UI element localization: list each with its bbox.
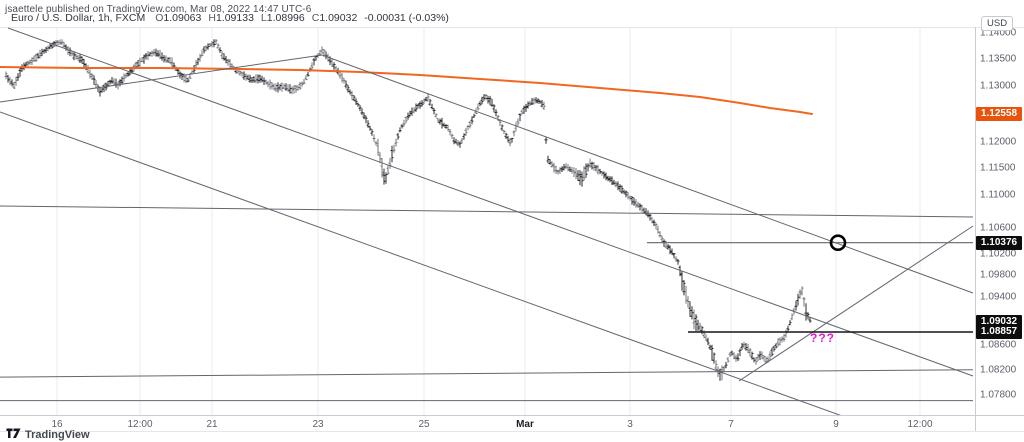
price-tick-label: 1.13000: [980, 80, 1017, 92]
currency-badge: USD: [981, 16, 1014, 31]
time-tick-label: 21: [206, 419, 218, 430]
price-tick-label: 1.14000: [980, 27, 1017, 39]
trend-lines[interactable]: [0, 27, 974, 417]
legend-value: L1.08996: [260, 12, 305, 24]
apex-descending-line[interactable]: [321, 54, 974, 294]
price-bars-faded: [4, 39, 806, 381]
legend-value: O1.09063: [155, 12, 202, 24]
price-tick-label: 1.10600: [980, 222, 1017, 234]
rising-line-into-apex[interactable]: [0, 54, 323, 103]
symbol-title[interactable]: Euro / U.S. Dollar, 1h, FXCM: [11, 12, 146, 24]
tradingview-footer[interactable]: TradingView: [6, 428, 90, 441]
time-tick-label: 9: [833, 419, 839, 430]
price-tick-label: 1.11000: [980, 189, 1016, 201]
price-bars: [6, 39, 812, 381]
price-tick-label: 1.08600: [980, 339, 1017, 351]
price-axis-border: [975, 27, 976, 431]
time-tick-label: 16: [51, 419, 63, 430]
vertical-gridlines: [56, 27, 921, 415]
time-tick-label: 3: [627, 419, 633, 430]
ascending-support-line[interactable]: [738, 225, 974, 382]
symbol-legend[interactable]: Euro / U.S. Dollar, 1h, FXCM O1.09063 H1.0…: [11, 12, 456, 24]
time-tick-label: 7: [728, 419, 734, 430]
tradingview-logo-icon: [6, 428, 21, 438]
target-circle-marker[interactable]: [829, 234, 847, 251]
legend-value: -0.00031 (-0.03%): [364, 12, 449, 24]
price-tick-label: 1.13500: [980, 53, 1017, 65]
moving-average-line[interactable]: [0, 66, 813, 115]
price-badge: 1.10376: [976, 236, 1022, 250]
time-tick-label: 12:00: [907, 419, 933, 430]
footer-divider: [0, 431, 1024, 432]
price-tick-label: 1.12000: [980, 136, 1017, 148]
legend-value: H1.09133: [208, 12, 254, 24]
price-tick-label: 1.11500: [980, 162, 1016, 174]
legend-ohlc-values: O1.09063 H1.09133 L1.08996 C1.09032 -0.00031…: [155, 12, 456, 24]
channel-upper-line[interactable]: [7, 27, 974, 377]
time-tick-label: Mar: [516, 419, 534, 430]
price-tick-label: 1.07800: [980, 389, 1017, 401]
price-badge: 1.08857: [976, 325, 1022, 339]
time-tick-label: 25: [418, 419, 430, 430]
published-header: jsaettele published on TradingView.com, …: [5, 4, 312, 15]
time-axis-border: [0, 415, 1024, 416]
legend-value: C1.09032: [311, 12, 358, 24]
price-badge: 1.12558: [976, 107, 1022, 121]
time-tick-label: 23: [312, 419, 324, 430]
price-tick-label: 1.08200: [980, 364, 1017, 376]
channel-lower-line[interactable]: [0, 111, 845, 417]
price-tick-label: 1.09400: [980, 291, 1017, 303]
question-marks-annotation[interactable]: ???: [810, 331, 835, 345]
time-tick-label: 12:00: [127, 419, 153, 430]
tradingview-brand-text: TradingView: [25, 428, 90, 441]
near-horizontal-line[interactable]: [0, 205, 974, 218]
price-tick-label: 1.09800: [980, 269, 1017, 281]
header-divider: [0, 27, 1024, 28]
price-tick-label: 1.10200: [980, 248, 1017, 260]
support-1.0820-zone[interactable]: [0, 369, 974, 378]
